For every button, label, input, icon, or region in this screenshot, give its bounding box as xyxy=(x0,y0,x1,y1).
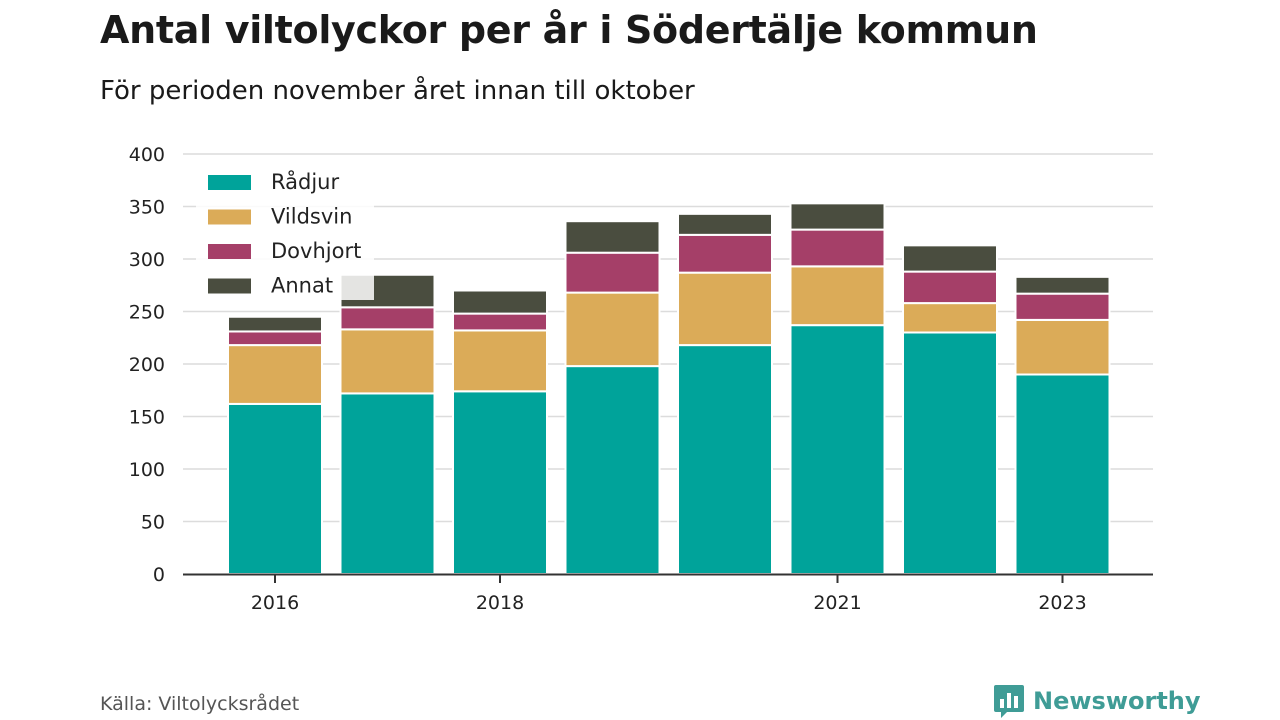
x-tick-label: 2016 xyxy=(251,592,299,614)
chart-title: Antal viltolyckor per år i Södertälje ko… xyxy=(100,8,1038,52)
y-tick-label: 200 xyxy=(129,354,165,376)
bar-segment xyxy=(564,291,661,368)
legend-swatch xyxy=(208,175,251,190)
legend-label: Dovhjort xyxy=(271,239,361,263)
bar-segment xyxy=(677,271,773,347)
bar-chart-badge-icon xyxy=(994,685,1024,718)
bar-segment xyxy=(902,244,998,273)
bar-segment xyxy=(564,220,661,254)
bar-segment xyxy=(1014,275,1111,295)
bar-segment xyxy=(227,315,323,333)
bars xyxy=(227,202,1111,575)
bar-segment xyxy=(789,265,886,327)
x-axis-ticks: 2016 2018 2021 2023 xyxy=(251,575,1087,614)
bar-segment xyxy=(902,270,998,305)
bar-segment xyxy=(339,392,436,575)
bar-segment xyxy=(902,302,998,334)
bar-segment xyxy=(227,330,323,347)
y-tick-label: 300 xyxy=(129,249,165,271)
y-axis-ticks: 0 50 100 150 200 250 300 350 400 xyxy=(129,144,165,586)
bar-segment xyxy=(789,228,886,268)
y-tick-label: 400 xyxy=(129,144,165,166)
legend-label: Annat xyxy=(271,274,333,298)
y-tick-label: 0 xyxy=(153,564,165,586)
y-tick-label: 100 xyxy=(129,459,165,481)
legend-label: Rådjur xyxy=(271,169,339,194)
bar-segment xyxy=(339,306,436,331)
bar-segment xyxy=(1014,318,1111,376)
bar-segment xyxy=(789,324,886,575)
bar-segment xyxy=(789,202,886,231)
bar-segment xyxy=(1014,373,1111,575)
chart-subtitle: För perioden november året innan till ok… xyxy=(100,76,695,106)
bar-segment xyxy=(452,289,548,315)
bar-segment xyxy=(677,344,773,575)
legend-swatch xyxy=(208,209,251,225)
y-tick-label: 50 xyxy=(141,512,165,534)
legend-swatch xyxy=(208,244,251,259)
brand-logo[interactable]: Newsworthy xyxy=(993,683,1201,719)
bar-segment xyxy=(677,212,773,236)
source-note: Källa: Viltolycksrådet xyxy=(100,693,300,715)
bar-segment xyxy=(452,329,548,393)
bar-segment xyxy=(227,344,323,405)
x-tick-label: 2021 xyxy=(813,592,861,614)
bar-segment xyxy=(902,331,998,575)
bar-segment xyxy=(677,233,773,274)
bar-segment xyxy=(227,402,323,575)
bar-segment xyxy=(564,251,661,294)
legend-swatch xyxy=(208,278,251,294)
y-tick-label: 250 xyxy=(129,302,165,324)
legend-label: Vildsvin xyxy=(271,205,352,229)
legend: Rådjur Vildsvin Dovhjort Annat xyxy=(196,164,374,300)
brand-name: Newsworthy xyxy=(1033,687,1201,715)
y-tick-label: 150 xyxy=(129,407,165,429)
bar-segment xyxy=(452,390,548,575)
bar-segment xyxy=(339,328,436,395)
bar-segment xyxy=(452,312,548,332)
y-tick-label: 350 xyxy=(129,197,165,219)
bar-segment xyxy=(1014,292,1111,321)
bar-segment xyxy=(564,365,661,575)
x-tick-label: 2023 xyxy=(1038,592,1086,614)
x-tick-label: 2018 xyxy=(476,592,524,614)
